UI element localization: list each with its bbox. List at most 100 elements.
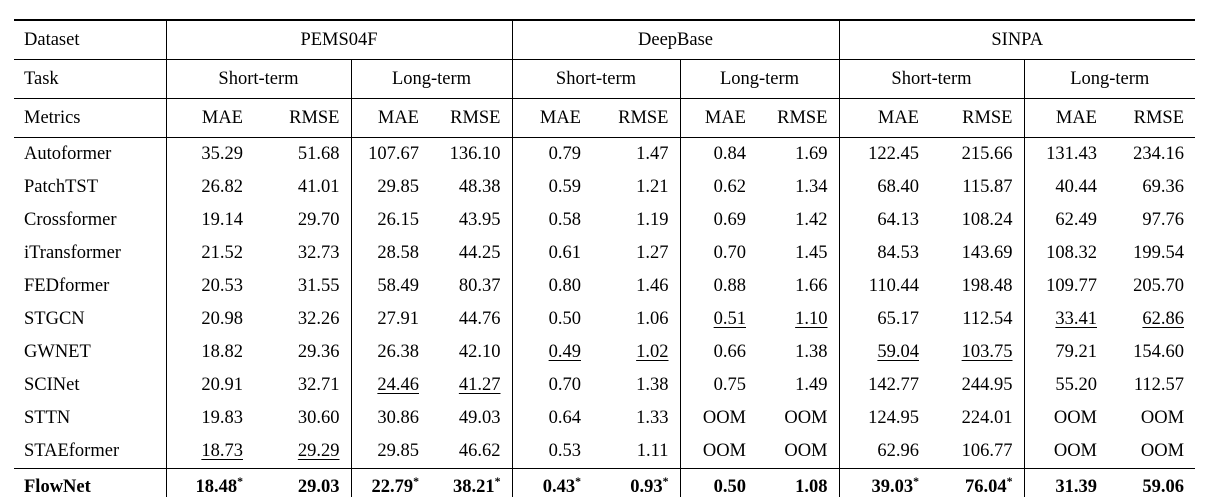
metric-value: 35.29	[201, 144, 243, 164]
metric-value-cell: 1.08	[757, 468, 839, 497]
metric-value: 26.38	[377, 342, 419, 362]
baseline-rows: Autoformer 35.29 51.68 107.67 136.10 0.79 1.47…	[14, 137, 1195, 469]
metric-value: 244.95	[961, 375, 1013, 395]
model-name-cell: STAEformer	[24, 441, 120, 461]
metric-value: 1.11	[636, 441, 669, 461]
metric-value: 0.93	[630, 477, 663, 497]
metric-value-cell: 29.03	[254, 468, 351, 497]
metric-value: 224.01	[961, 408, 1013, 428]
metric-value-cell: 42.10	[430, 336, 512, 369]
metric-value-underlined: 33.41	[1055, 309, 1097, 329]
metric-value: 108.24	[961, 210, 1013, 230]
metric-value: 0.88	[713, 276, 746, 296]
metric-value: 18.48	[195, 477, 238, 497]
metric-value-cell: OOM	[757, 435, 839, 469]
metric-value: 1.66	[795, 276, 828, 296]
metric-value: 41.01	[297, 177, 340, 197]
metric-value: 29.70	[297, 210, 340, 230]
table-row: Autoformer 35.29 51.68 107.67 136.10 0.79 1.47…	[14, 137, 1195, 171]
metric-value-cell: 0.62	[679, 171, 757, 204]
metric-value: 0.53	[548, 441, 581, 461]
metric-name-rmse: RMSE	[254, 98, 351, 138]
model-name-cell: GWNET	[24, 342, 91, 362]
metric-value-cell: 32.71	[254, 369, 351, 402]
metric-value-cell: 20.98	[165, 303, 254, 336]
metric-value: 0.64	[548, 408, 581, 428]
task-name-long-term: Long-term	[679, 59, 839, 99]
significance-asterisk: *	[575, 473, 581, 488]
table-row: iTransformer 21.52 32.73 28.58 44.25 0.61 1.27…	[14, 237, 1195, 270]
metric-value-cell: 22.79*	[350, 468, 430, 497]
task-label: Task	[14, 59, 166, 99]
metric-value-cell: 115.87	[930, 171, 1024, 204]
metric-value-cell: 112.54	[930, 303, 1024, 336]
metric-value: 1.69	[795, 144, 828, 164]
metric-value-cell: OOM	[1108, 435, 1195, 469]
metric-value-cell: 62.86	[1108, 303, 1195, 336]
metric-value-cell: OOM	[1023, 435, 1108, 469]
metric-value-cell: 0.58	[511, 204, 592, 237]
metric-value: 44.76	[458, 309, 501, 329]
metric-value: 76.04	[964, 477, 1007, 497]
dataset-label: Dataset	[14, 20, 166, 60]
metric-value: 31.55	[297, 276, 340, 296]
metric-value-cell: 1.38	[592, 369, 680, 402]
metric-value: 40.44	[1055, 177, 1097, 197]
metric-value-cell: 124.95	[838, 402, 930, 435]
metric-value: 0.75	[713, 375, 746, 395]
metric-value: 19.14	[201, 210, 243, 230]
metric-value-cell: 40.44	[1023, 171, 1108, 204]
metric-value: 1.33	[636, 408, 669, 428]
metric-value: 29.36	[297, 342, 340, 362]
metric-value: 49.03	[458, 408, 501, 428]
metric-value-cell: 106.77	[930, 435, 1024, 469]
metric-value-cell: 199.54	[1108, 237, 1195, 270]
flownet-row-container: FlowNet 18.48* 29.03 22.79* 38.21* 0.43* 0.93*…	[14, 468, 1196, 497]
metric-value: 109.77	[1046, 276, 1097, 296]
metric-value-cell: 29.29	[254, 435, 351, 469]
metric-value-cell: 76.04*	[930, 468, 1024, 497]
metric-value: 0.79	[548, 144, 581, 164]
metric-value: 18.82	[201, 342, 243, 362]
metric-value: 80.37	[458, 276, 501, 296]
metric-value: 19.83	[201, 408, 243, 428]
metric-value-cell: OOM	[1108, 402, 1195, 435]
metric-value-cell: 18.73	[165, 435, 254, 469]
metric-value-cell: 20.53	[165, 270, 254, 303]
metric-value-cell: 1.46	[592, 270, 680, 303]
metric-name-rmse: RMSE	[1108, 98, 1196, 138]
metric-value: 1.19	[636, 210, 669, 230]
metric-value: 1.21	[636, 177, 669, 197]
metric-value-cell: 65.17	[838, 303, 930, 336]
metric-value: 142.77	[868, 375, 919, 395]
metric-value-cell: 29.85	[350, 171, 430, 204]
metric-value: 62.96	[877, 441, 919, 461]
metric-value-cell: 1.11	[592, 435, 680, 469]
model-name-cell: FlowNet	[14, 468, 166, 497]
metric-value: 29.85	[377, 177, 419, 197]
metric-value: 0.61	[548, 243, 581, 263]
metric-value-cell: 80.37	[430, 270, 512, 303]
metric-name-mae: MAE	[838, 98, 930, 138]
metric-value-cell: 46.62	[430, 435, 512, 469]
metrics-label: Metrics	[14, 98, 166, 138]
metric-value-cell: OOM	[679, 402, 757, 435]
metric-value: 0.59	[548, 177, 581, 197]
metric-value-cell: 38.21*	[430, 468, 512, 497]
metric-value-cell: 19.83	[165, 402, 254, 435]
table-row: SCINet 20.91 32.71 24.46 41.27 0.70 1.38 0.75 1.…	[14, 369, 1195, 402]
metric-value: 21.52	[201, 243, 243, 263]
metric-value: 112.57	[1133, 375, 1185, 395]
model-name-cell: STTN	[24, 408, 71, 428]
metric-value-cell: 20.91	[165, 369, 254, 402]
metric-value-cell: 55.20	[1023, 369, 1108, 402]
metric-value-underlined: 103.75	[961, 342, 1013, 362]
table-row: STAEformer 18.73 29.29 29.85 46.62 0.53 1.11 OO…	[14, 435, 1195, 469]
metric-name-mae: MAE	[511, 98, 592, 138]
metric-value: 108.32	[1046, 243, 1097, 263]
metric-name-rmse: RMSE	[592, 98, 680, 138]
metric-value: 0.62	[713, 177, 746, 197]
metric-value-cell: 32.26	[254, 303, 351, 336]
metric-value-cell: 0.66	[679, 336, 757, 369]
metric-value-cell: 1.21	[592, 171, 680, 204]
